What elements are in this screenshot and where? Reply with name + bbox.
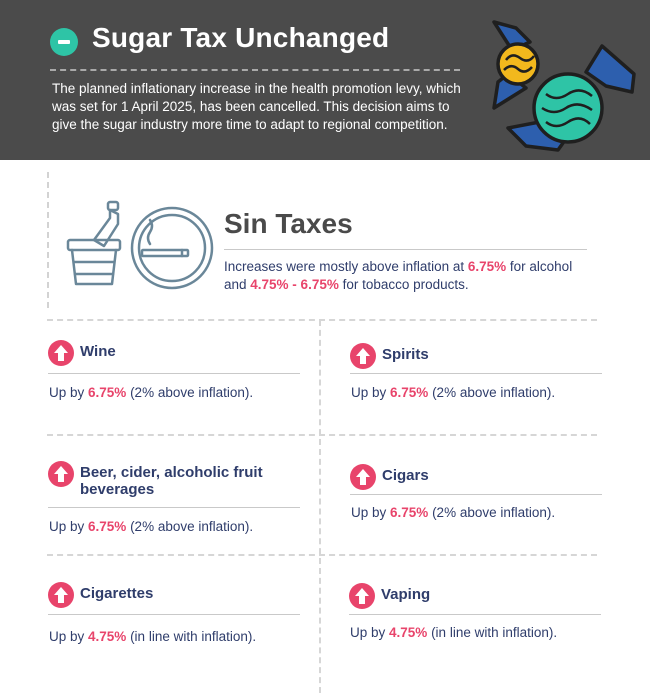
sin-desc-text-1: Increases were mostly above inflation at [224, 259, 468, 274]
tax-item-title: Spirits [382, 346, 429, 363]
tax-item-text: Up by 6.75% (2% above inflation). [49, 519, 254, 534]
header-description: The planned inflationary increase in the… [52, 81, 461, 132]
tax-item-divider [349, 614, 601, 615]
tax-item-text: Up by 6.75% (2% above inflation). [351, 385, 556, 400]
tax-item-title: Cigars [382, 467, 429, 484]
arrow-up-icon [349, 583, 375, 609]
sin-taxes-divider [224, 249, 587, 250]
divider-vertical-left [47, 172, 49, 308]
sin-desc-text-3: for tobacco products. [338, 277, 469, 292]
divider-horizontal [47, 434, 597, 436]
tobacco-rate: 4.75% - 6.75% [250, 277, 339, 292]
tax-item-divider [350, 494, 602, 495]
tax-item-title: Vaping [381, 586, 431, 603]
divider-horizontal [47, 554, 597, 556]
header-divider [50, 69, 460, 71]
arrow-up-icon [48, 582, 74, 608]
header-band: Sugar Tax Unchanged The planned inflatio… [0, 0, 650, 160]
arrow-up-icon [350, 343, 376, 369]
wine-bucket-icon [66, 200, 214, 290]
arrow-up-icon [48, 461, 74, 487]
tax-item-divider [350, 373, 602, 374]
tax-item-divider [48, 373, 300, 374]
divider-horizontal [47, 319, 597, 321]
arrow-up-icon [48, 340, 74, 366]
divider-vertical-middle [319, 320, 321, 693]
tax-item-text: Up by 6.75% (2% above inflation). [49, 385, 254, 400]
tax-item-text: Up by 6.75% (2% above inflation). [351, 505, 556, 520]
sin-desc-text-2: for alcohol and [224, 259, 573, 292]
tax-item-title: Beer, cider, alcoholic fruit beverages [80, 464, 263, 498]
sin-taxes-title: Sin Taxes [224, 208, 353, 239]
tax-item-divider [48, 614, 300, 615]
page-title: Sugar Tax Unchanged [92, 22, 390, 53]
sin-taxes-description: Increases were mostly above inflation at… [224, 258, 594, 294]
tax-item-divider [48, 507, 300, 508]
tax-item-title: Cigarettes [80, 585, 154, 602]
tax-item-text: Up by 4.75% (in line with inflation). [49, 629, 257, 644]
minus-icon [50, 28, 78, 56]
alcohol-rate: 6.75% [467, 259, 507, 274]
candy-icon [492, 20, 636, 152]
arrow-up-icon [350, 464, 376, 490]
tax-item-title: Wine [80, 343, 116, 360]
tax-item-text: Up by 4.75% (in line with inflation). [350, 625, 558, 640]
